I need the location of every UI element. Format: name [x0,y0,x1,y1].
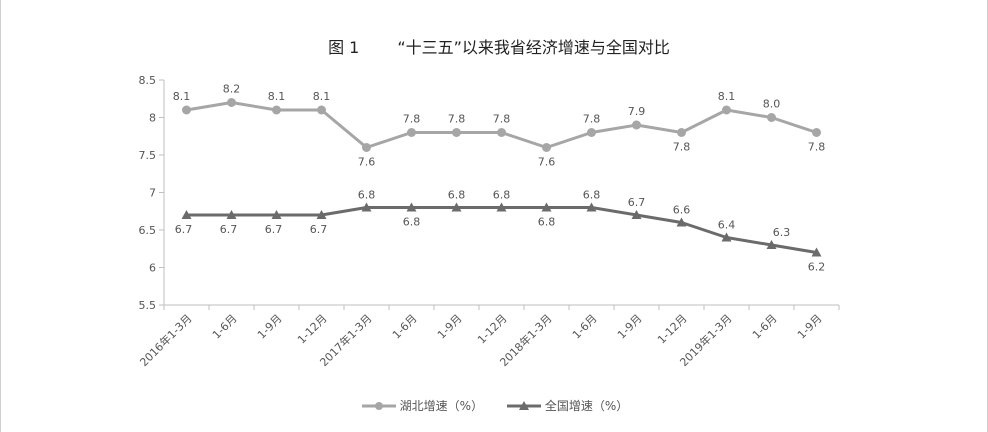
data-label-hubei: 7.8 [808,141,826,154]
data-label-hubei: 7.8 [583,113,601,126]
data-point-national [226,210,237,219]
data-label-hubei: 7.9 [628,105,646,118]
legend-marker-triangle-icon [506,400,541,410]
data-point-national [451,202,462,212]
data-point-national [316,210,327,219]
y-tick-label: 6.5 [139,224,157,237]
data-point-hubei [812,128,821,137]
y-tick-label: 7.5 [139,149,157,162]
data-label-national: 6.8 [538,216,556,229]
data-point-national [631,210,642,219]
y-tick-label: 6 [149,262,156,275]
data-point-hubei [227,98,236,107]
chart-title: 图 1 “十三五”以来我省经济增速与全国对比 [1,34,988,58]
x-tick-label: 1-12月 [475,312,510,347]
chart-title-prefix: 图 1 [328,38,360,57]
data-point-hubei [587,128,596,137]
legend-label-hubei: 湖北增速（%） [399,399,484,413]
data-label-national: 6.8 [403,216,421,229]
data-label-national: 6.8 [358,189,376,202]
data-point-hubei [272,105,281,115]
data-label-national: 6.8 [448,189,466,202]
data-point-hubei [722,105,731,115]
legend-item-hubei: 湖北增速（%） [361,397,484,414]
data-label-hubei: 8.1 [173,90,191,103]
data-label-hubei: 7.8 [673,141,691,154]
data-point-hubei [632,120,641,130]
data-label-national: 6.3 [773,226,791,239]
data-point-hubei [452,128,461,137]
data-label-national: 6.7 [628,196,646,209]
y-tick-label: 8.5 [139,74,157,87]
data-label-national: 6.4 [718,219,736,232]
legend-marker-circle-icon [361,401,396,410]
data-point-national [496,202,507,212]
data-label-national: 6.7 [220,223,238,236]
data-point-national [586,202,597,212]
data-label-hubei: 8.0 [763,98,781,111]
data-label-national: 6.7 [175,223,193,236]
data-label-national: 6.2 [808,261,826,274]
data-point-hubei [362,143,371,152]
data-label-hubei: 8.1 [718,90,736,103]
x-tick-label: 1-6月 [570,312,600,342]
legend-item-national: 全国增速（%） [506,397,629,414]
data-label-national: 6.8 [493,189,511,202]
y-tick-label: 5.5 [139,299,157,312]
x-tick-label: 2016年1-3月 [137,311,195,369]
data-label-national: 6.8 [583,189,601,202]
data-label-hubei: 7.6 [538,156,556,169]
data-point-national [766,240,777,249]
x-tick-label: 1-9月 [615,312,645,342]
data-point-hubei [497,128,506,137]
x-tick-label: 1-12月 [655,312,690,347]
data-point-national [811,247,822,257]
data-point-national [721,232,732,242]
x-tick-label: 1-12月 [295,312,330,347]
data-point-hubei [317,105,326,115]
data-label-national: 6.6 [673,204,691,217]
chart-title-text: “十三五”以来我省经济增速与全国对比 [397,38,670,57]
legend-label-national: 全国增速（%） [544,399,629,413]
data-label-hubei: 8.2 [223,83,241,96]
data-label-hubei: 8.1 [313,90,331,103]
x-tick-label: 1-9月 [255,312,285,342]
x-tick-label: 1-9月 [795,312,825,342]
data-point-national [541,202,552,212]
data-label-hubei: 7.8 [448,113,466,126]
data-point-national [361,202,372,212]
x-tick-label: 1-6月 [390,312,420,342]
data-label-hubei: 7.6 [358,156,376,169]
legend: 湖北增速（%） 全国增速（%） [1,397,988,415]
data-point-hubei [542,143,551,152]
data-label-hubei: 7.8 [493,113,511,126]
data-point-hubei [677,128,686,137]
data-label-hubei: 7.8 [403,113,421,126]
data-point-national [406,202,417,212]
y-tick-label: 8 [149,112,156,125]
data-point-national [271,210,282,219]
x-tick-label: 1-9月 [435,312,465,342]
data-label-national: 6.7 [310,223,328,236]
data-point-hubei [182,105,191,115]
x-tick-label: 1-6月 [210,312,240,342]
data-point-national [181,210,192,219]
data-label-hubei: 8.1 [268,90,286,103]
x-tick-label: 1-6月 [750,312,780,342]
data-point-hubei [407,128,416,137]
data-label-national: 6.7 [265,223,283,236]
data-point-hubei [767,113,776,122]
data-point-national [676,217,687,227]
y-tick-label: 7 [149,187,156,200]
